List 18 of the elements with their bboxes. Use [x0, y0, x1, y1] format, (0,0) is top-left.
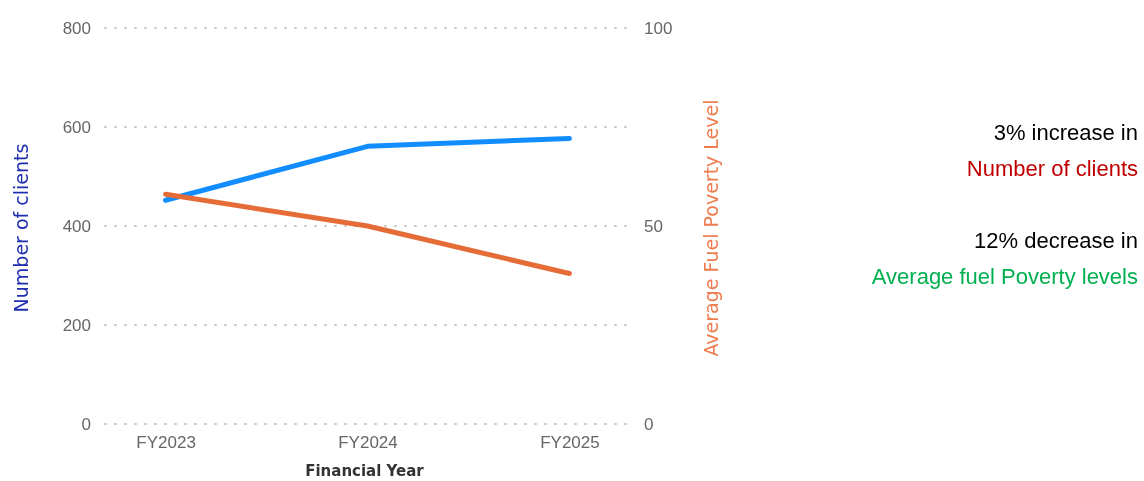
x-tick-label: FY2024: [338, 433, 398, 453]
y-tick-label: 600: [62, 117, 91, 137]
text: 3% increase in: [993, 120, 1138, 145]
y2-tick-label: 100: [644, 18, 673, 38]
y-tick-label: 200: [62, 315, 91, 335]
y-axis-title: Number of clients: [10, 143, 32, 313]
y2-tick-label: 0: [644, 414, 654, 434]
x-tick-label: FY2025: [540, 433, 600, 453]
text: Average fuel Poverty levels: [871, 264, 1138, 289]
y2-tick-label: 50: [644, 216, 663, 236]
x-axis-title: Financial Year: [305, 462, 425, 480]
text: 12% decrease in: [974, 228, 1138, 253]
y-tick-label: 400: [62, 216, 91, 236]
y2-axis-title: Average Fuel Poverty Level: [700, 99, 722, 357]
x-tick-label: FY2023: [136, 433, 196, 453]
y-tick-label: 800: [62, 18, 91, 38]
y-tick-label: 0: [81, 414, 91, 434]
text: Number of clients: [966, 156, 1138, 181]
